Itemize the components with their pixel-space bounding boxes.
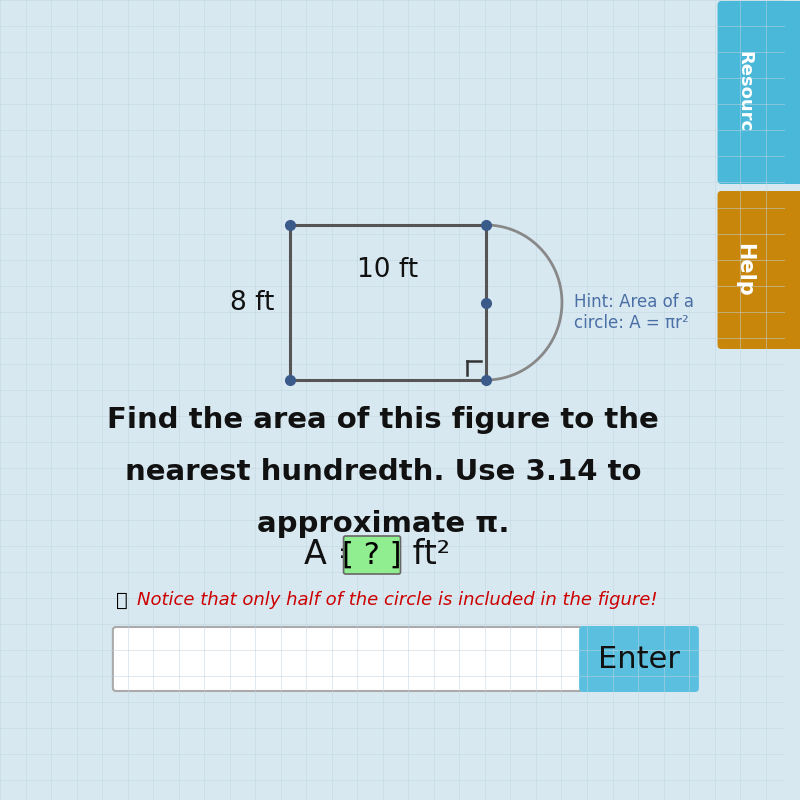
Text: [ ? ]: [ ? ] (342, 541, 402, 570)
Text: Help: Help (734, 243, 754, 297)
Text: approximate π.: approximate π. (257, 510, 509, 538)
Text: 💡: 💡 (116, 590, 127, 610)
Text: A =: A = (304, 538, 376, 571)
Text: Hint: Area of a
circle: A = πr²: Hint: Area of a circle: A = πr² (574, 293, 694, 332)
Text: Notice that only half of the circle is included in the figure!: Notice that only half of the circle is i… (138, 591, 658, 609)
Text: Enter: Enter (598, 645, 680, 674)
FancyBboxPatch shape (579, 626, 699, 692)
FancyBboxPatch shape (343, 536, 401, 574)
Text: nearest hundredth. Use 3.14 to: nearest hundredth. Use 3.14 to (125, 458, 641, 486)
FancyBboxPatch shape (113, 627, 582, 691)
Text: Find the area of this figure to the: Find the area of this figure to the (107, 406, 658, 434)
Text: 8 ft: 8 ft (230, 290, 275, 315)
Text: Resourc: Resourc (735, 51, 753, 133)
FancyBboxPatch shape (718, 1, 800, 184)
FancyBboxPatch shape (718, 191, 800, 349)
Text: 10 ft: 10 ft (357, 257, 418, 283)
Text: ft²: ft² (402, 538, 450, 571)
